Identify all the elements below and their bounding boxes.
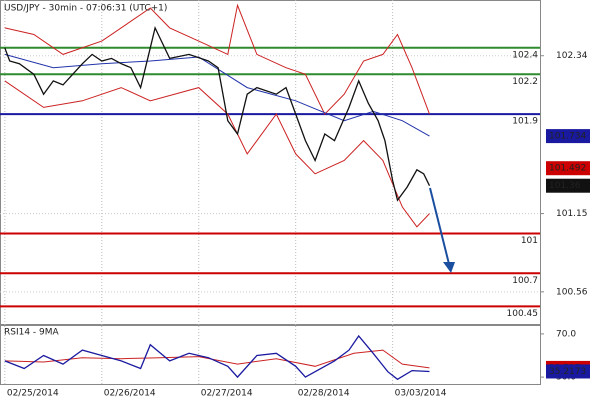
x-tick-label: 02/25/2014 — [7, 389, 59, 399]
price-label-box — [546, 129, 590, 144]
rsi-panel-frame — [0, 325, 541, 385]
main-panel-frame — [0, 0, 541, 325]
x-tick-label: 02/26/2014 — [104, 389, 156, 399]
price-label: 101.734 — [549, 132, 586, 142]
x-tick-label: 03/03/2014 — [395, 389, 447, 399]
price-label: 35.2173 — [549, 367, 586, 377]
x-tick-label: 02/27/2014 — [201, 389, 253, 399]
series-line — [4, 3, 430, 115]
forecast-arrow-head — [443, 262, 455, 273]
level-label: 100.45 — [507, 309, 539, 319]
level-label: 101 — [521, 236, 538, 246]
series-line — [4, 334, 430, 381]
level-label: 100.7 — [512, 276, 538, 286]
x-tick-label: 02/28/2014 — [298, 389, 350, 399]
price-label: 101.492 — [549, 164, 586, 174]
series-line — [4, 80, 430, 228]
y-tick-label: 101.15 — [556, 209, 588, 219]
series-line — [4, 349, 430, 369]
level-label: 102.2 — [512, 77, 538, 87]
y-tick-label: 70.0 — [556, 329, 576, 339]
price-label: 101.36 — [549, 181, 581, 191]
y-tick-label: 100.56 — [556, 287, 588, 297]
level-label: 101.9 — [512, 117, 538, 127]
price-label-box — [546, 161, 590, 176]
level-label: 102.4 — [512, 50, 538, 60]
forecast-arrow — [429, 187, 450, 265]
rsi-title: RSI14 - 9MA — [4, 328, 60, 338]
y-tick-label: 102.34 — [556, 51, 588, 61]
series-line — [4, 53, 430, 137]
price-label-box — [546, 178, 590, 193]
price-label-box — [546, 364, 590, 379]
series-line — [4, 25, 431, 202]
chart-title: USD/JPY - 30min - 07:06:31 (UTC+1) — [4, 4, 167, 14]
